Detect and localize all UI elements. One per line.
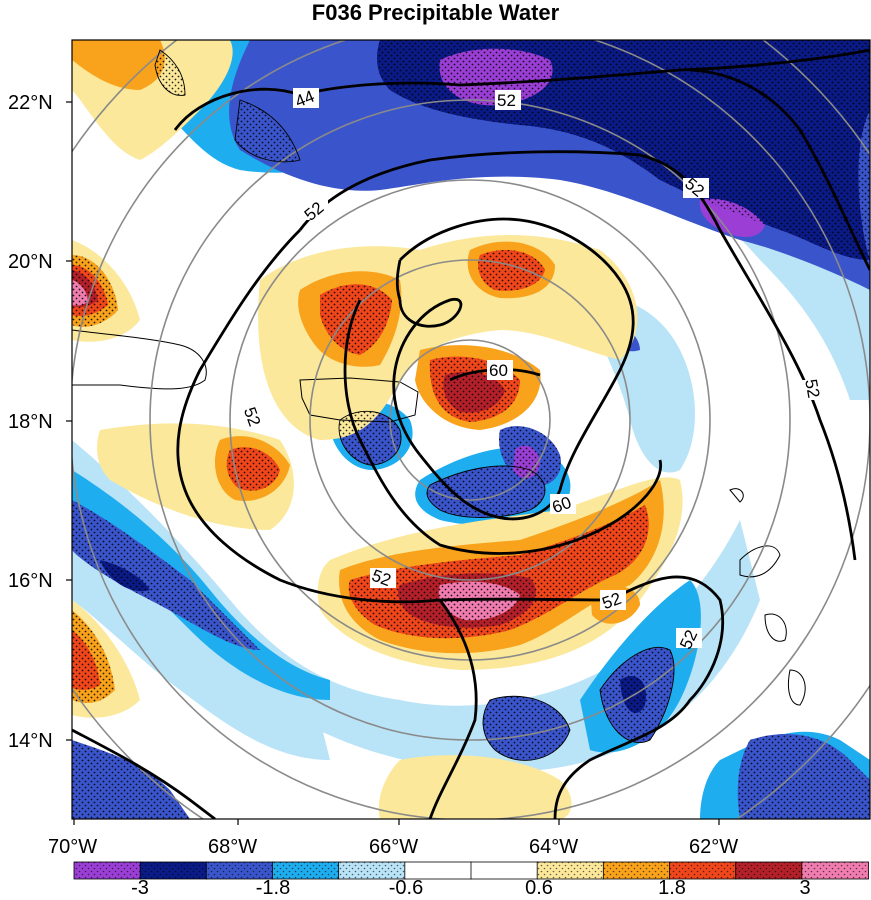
colorbar-label: -0.6	[389, 877, 423, 899]
shading-positive-orange	[72, 40, 165, 90]
shading-negative-light	[72, 500, 330, 760]
colorbar-stipple	[74, 862, 141, 879]
longitude-labels: 70°W 68°W 66°W 64°W 62°W	[48, 836, 738, 858]
longitude-label: 68°W	[208, 836, 257, 858]
colorbar-label: 1.8	[658, 877, 686, 899]
latitude-label: 14°N	[8, 730, 53, 752]
colorbar-label: -1.8	[256, 877, 290, 899]
colorbar-stipple	[140, 862, 207, 879]
colorbar-stipple	[603, 862, 670, 879]
contour-label: 52	[497, 91, 516, 110]
contour-label-box	[683, 178, 709, 198]
colorbar-stipple	[206, 862, 273, 879]
longitude-label: 64°W	[529, 836, 578, 858]
colorbar-label: 0.6	[525, 877, 553, 899]
thin-contours	[154, 49, 675, 761]
colorbar-labels: -3 -1.8 -0.6 0.6 1.8 3	[131, 877, 810, 899]
colorbar-label: -3	[131, 877, 149, 899]
map-title: F036 Precipitable Water	[311, 0, 560, 25]
colorbar	[73, 861, 869, 880]
latitude-label: 20°N	[8, 251, 53, 273]
longitude-label: 70°W	[48, 836, 97, 858]
colorbar-stipple	[338, 862, 405, 879]
latitude-label: 22°N	[8, 92, 53, 114]
colorbar-stipple	[801, 862, 868, 879]
longitude-label: 66°W	[369, 836, 418, 858]
latitude-labels: 22°N 20°N 18°N 16°N 14°N	[8, 92, 53, 752]
contour-label-box	[676, 628, 702, 648]
coastlines	[72, 329, 806, 706]
latitude-label: 16°N	[8, 570, 53, 592]
shading-negative-medium	[72, 470, 330, 700]
shading-positive-yellow	[378, 755, 572, 819]
colorbar-stipple	[669, 862, 736, 879]
contour-label-box	[800, 380, 826, 400]
contour-labels: 44 52 52 52 52 60 60 52 52 52 52	[240, 87, 826, 652]
contour-label-box	[293, 88, 319, 108]
contour-label-box	[495, 90, 521, 110]
contour-label-box	[550, 494, 576, 514]
latitude-label: 18°N	[8, 411, 53, 433]
axis-ticks	[66, 101, 720, 825]
contour-label-box	[370, 568, 396, 588]
colorbar-stipple	[537, 862, 604, 879]
colorbar-label: 3	[799, 877, 810, 899]
contour-label-box	[240, 408, 266, 428]
contour-label-box	[487, 360, 513, 380]
colorbar-stipple	[735, 862, 802, 879]
colorbar-stipple	[272, 862, 339, 879]
contour-label-box	[600, 590, 626, 610]
shading-negative-purple	[699, 198, 765, 237]
longitude-label: 62°W	[689, 836, 738, 858]
contour-label: 60	[489, 361, 508, 380]
contour-label: 52	[801, 378, 823, 400]
map-frame	[71, 39, 871, 820]
contour-label-box	[302, 200, 328, 220]
